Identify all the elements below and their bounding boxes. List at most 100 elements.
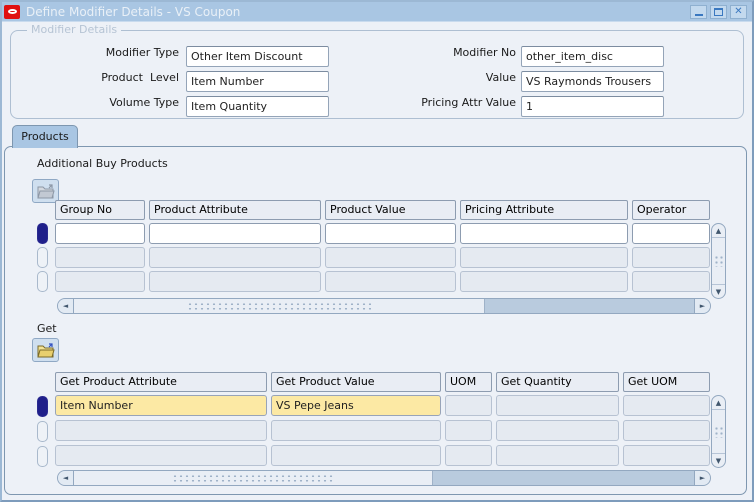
scrollbar-grip xyxy=(713,425,724,438)
cell[interactable] xyxy=(271,420,441,441)
get-header-row: Get Product Attribute Get Product Value … xyxy=(55,372,710,392)
cell[interactable] xyxy=(623,420,710,441)
scroll-down-icon[interactable]: ▼ xyxy=(712,453,725,467)
cell[interactable] xyxy=(632,247,710,268)
group-legend: Modifier Details xyxy=(27,23,122,36)
cell[interactable] xyxy=(149,271,321,292)
cell[interactable] xyxy=(149,223,321,244)
cell[interactable] xyxy=(325,271,456,292)
close-button[interactable]: ✕ xyxy=(730,5,747,19)
cell[interactable] xyxy=(55,271,145,292)
column-header: UOM xyxy=(445,372,492,392)
scrollbar-grip xyxy=(186,301,372,311)
tab-products[interactable]: Products xyxy=(12,125,78,148)
cell[interactable] xyxy=(55,420,267,441)
cell[interactable] xyxy=(445,420,492,441)
title-bar[interactable]: Define Modifier Details - VS Coupon ✕ xyxy=(2,2,752,22)
cell[interactable] xyxy=(496,445,619,466)
table-row xyxy=(55,445,710,466)
record-selector[interactable] xyxy=(37,446,48,467)
buy-vertical-scrollbar[interactable]: ▲ ▼ xyxy=(711,223,726,299)
scrollbar-grip xyxy=(172,473,334,483)
folder-icon xyxy=(36,342,55,357)
scroll-up-icon[interactable]: ▲ xyxy=(712,224,725,238)
buy-horizontal-scrollbar[interactable]: ◄ ► xyxy=(57,298,711,314)
modifier-no-label: Modifier No xyxy=(453,46,516,59)
column-header: Pricing Attribute xyxy=(460,200,628,220)
oracle-logo-icon xyxy=(4,4,20,19)
pricing-attr-value-label: Pricing Attr Value xyxy=(421,96,516,109)
scroll-right-icon[interactable]: ► xyxy=(694,299,710,313)
buy-products-table: Group No Product Attribute Product Value… xyxy=(55,200,710,292)
window-title: Define Modifier Details - VS Coupon xyxy=(26,4,241,19)
record-indicator[interactable] xyxy=(37,223,48,244)
buy-header-row: Group No Product Attribute Product Value… xyxy=(55,200,710,220)
scroll-left-icon[interactable]: ◄ xyxy=(58,471,74,485)
cell[interactable] xyxy=(149,247,321,268)
cell[interactable] xyxy=(55,445,267,466)
pricing-attr-value-field[interactable]: 1 xyxy=(521,96,664,117)
hscroll-thumb[interactable] xyxy=(74,471,433,485)
modifier-details-group: Modifier Details Modifier Type Other Ite… xyxy=(10,23,744,119)
cell[interactable] xyxy=(496,420,619,441)
value-label: Value xyxy=(485,71,516,84)
hscroll-track[interactable] xyxy=(485,299,694,313)
record-selector[interactable] xyxy=(37,421,48,442)
table-row xyxy=(55,247,710,268)
maximize-button[interactable] xyxy=(710,5,727,19)
hscroll-thumb[interactable] xyxy=(74,299,485,313)
cell[interactable] xyxy=(632,223,710,244)
column-header: Operator xyxy=(632,200,710,220)
minimize-button[interactable] xyxy=(690,5,707,19)
hscroll-track[interactable] xyxy=(433,471,694,485)
cell[interactable] xyxy=(325,247,456,268)
modifier-type-label: Modifier Type xyxy=(105,46,179,59)
column-header: Product Value xyxy=(325,200,456,220)
scroll-left-icon[interactable]: ◄ xyxy=(58,299,74,313)
table-row: Item Number VS Pepe Jeans xyxy=(55,395,710,416)
scroll-down-icon[interactable]: ▼ xyxy=(712,284,725,298)
cell[interactable] xyxy=(445,445,492,466)
record-selector[interactable] xyxy=(37,271,48,292)
record-selector[interactable] xyxy=(37,247,48,268)
modifier-type-field[interactable]: Other Item Discount xyxy=(186,46,329,67)
column-header: Get Product Value xyxy=(271,372,441,392)
cell[interactable] xyxy=(623,445,710,466)
column-header: Get Quantity xyxy=(496,372,619,392)
cell-get-product-value[interactable]: VS Pepe Jeans xyxy=(271,395,441,416)
modifier-no-field[interactable]: other_item_disc xyxy=(521,46,664,67)
maximize-icon xyxy=(714,8,723,16)
product-level-field[interactable]: Item Number xyxy=(186,71,329,92)
cell[interactable] xyxy=(271,445,441,466)
cell[interactable] xyxy=(460,247,628,268)
volume-type-field[interactable]: Item Quantity xyxy=(186,96,329,117)
cell[interactable] xyxy=(632,271,710,292)
cell[interactable] xyxy=(460,271,628,292)
scroll-up-icon[interactable]: ▲ xyxy=(712,396,725,410)
get-section-title: Get xyxy=(37,322,57,335)
cell-get-product-attribute[interactable]: Item Number xyxy=(55,395,267,416)
cell-get-uom xyxy=(623,395,710,416)
column-header: Group No xyxy=(55,200,145,220)
cell[interactable] xyxy=(325,223,456,244)
get-folder-button[interactable] xyxy=(32,338,59,362)
buy-section-title: Additional Buy Products xyxy=(37,157,168,170)
scrollbar-grip xyxy=(713,255,724,267)
cell[interactable] xyxy=(460,223,628,244)
get-products-table: Get Product Attribute Get Product Value … xyxy=(55,372,710,466)
column-header: Get Product Attribute xyxy=(55,372,267,392)
cell[interactable] xyxy=(55,247,145,268)
buy-folder-button[interactable] xyxy=(32,179,59,203)
close-icon: ✕ xyxy=(734,6,743,17)
get-vertical-scrollbar[interactable]: ▲ ▼ xyxy=(711,395,726,468)
cell[interactable] xyxy=(55,223,145,244)
column-header: Get UOM xyxy=(623,372,710,392)
record-indicator[interactable] xyxy=(37,396,48,417)
scroll-right-icon[interactable]: ► xyxy=(694,471,710,485)
table-row xyxy=(55,223,710,244)
product-level-label: Product Level xyxy=(101,71,179,84)
value-field[interactable]: VS Raymonds Trousers xyxy=(521,71,664,92)
get-horizontal-scrollbar[interactable]: ◄ ► xyxy=(57,470,711,486)
column-header: Product Attribute xyxy=(149,200,321,220)
